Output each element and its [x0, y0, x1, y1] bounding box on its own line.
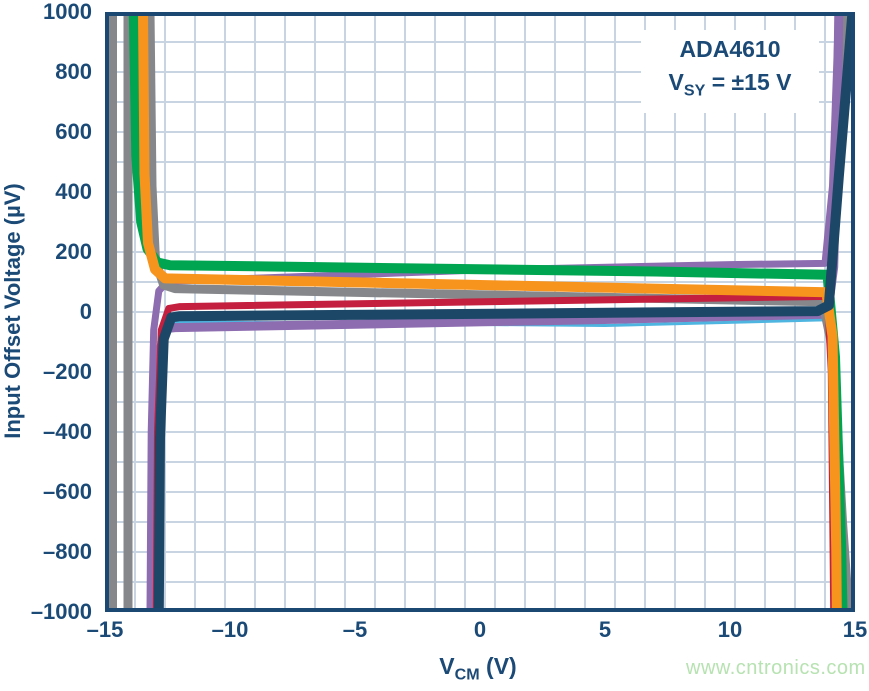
annotation-part-number: ADA4610: [679, 36, 781, 62]
trace-unit-navy: [153, 12, 855, 612]
y-tick-label: 400: [55, 179, 92, 204]
y-tick-label: –800: [43, 539, 92, 564]
y-tick-label: 800: [55, 59, 92, 84]
chart-canvas: [105, 12, 855, 612]
y-tick-label: 0: [79, 299, 92, 324]
y-tick-label: 200: [55, 239, 92, 264]
trace-unit-orange: [138, 12, 842, 612]
x-tick-label: 10: [717, 617, 743, 642]
x-tick-label: 5: [598, 617, 612, 642]
y-tick-label: 1000: [43, 0, 92, 24]
annotation-supply-voltage: VSY = ±15 V: [668, 69, 792, 100]
x-tick-label: –15: [86, 617, 124, 642]
x-tick-label: –10: [211, 617, 249, 642]
x-tick-label: –5: [342, 617, 368, 642]
y-tick-label: –600: [43, 479, 92, 504]
plot-border: [105, 12, 855, 612]
y-tick-label: –1000: [30, 599, 92, 624]
x-tick-label: 15: [842, 617, 868, 642]
annotation-box: ADA4610 VSY = ±15 V: [641, 30, 819, 113]
y-tick-label: –200: [43, 359, 92, 384]
x-tick-label: 0: [473, 617, 487, 642]
plot-area: [105, 12, 855, 612]
y-tick-label: –400: [43, 419, 92, 444]
x-axis-title: VCM (V): [439, 653, 517, 684]
y-tick-label: 600: [55, 119, 92, 144]
watermark-text: www.cntronics.com: [686, 657, 866, 679]
